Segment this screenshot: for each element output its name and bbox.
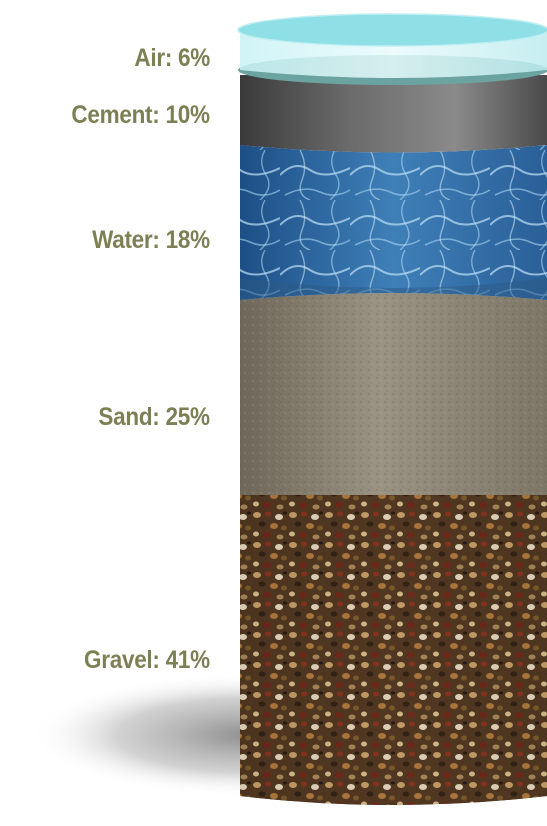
layer-label-cement: Cement: 10% <box>71 101 211 129</box>
layer-label-water: Water: 18% <box>92 226 210 254</box>
layer-label-air: Air: 6% <box>134 44 210 72</box>
layer-air <box>237 13 547 78</box>
layer-gravel <box>240 495 547 805</box>
layer-label-sand: Sand: 25% <box>98 403 211 431</box>
layer-label-gravel: Gravel: 41% <box>84 646 210 674</box>
layer-water <box>240 145 547 300</box>
layer-sand <box>240 293 547 495</box>
